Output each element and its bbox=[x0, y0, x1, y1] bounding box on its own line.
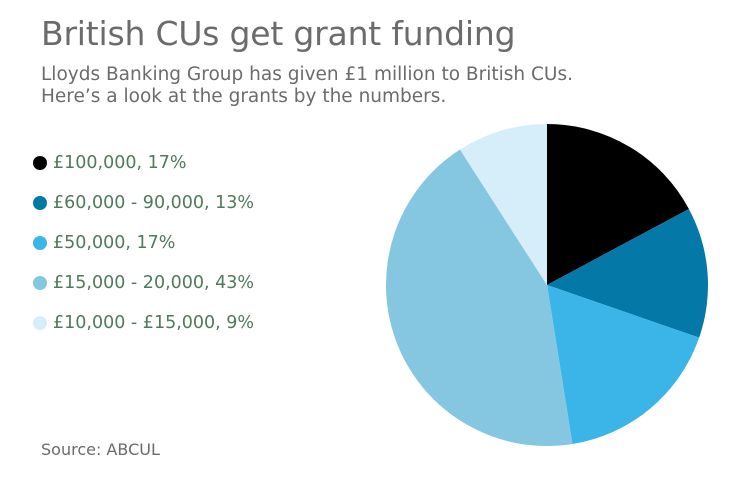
legend-swatch bbox=[33, 236, 47, 250]
pie-slice-1 bbox=[547, 208, 709, 338]
chart-title: British CUs get grant funding bbox=[41, 14, 516, 53]
legend-label: £10,000 - £15,000, 9% bbox=[53, 313, 255, 333]
legend-swatch bbox=[33, 156, 47, 170]
chart-legend: £100,000, 17% £60,000 - 90,000, 13% £50,… bbox=[33, 143, 254, 343]
legend-item-15000-20000: £15,000 - 20,000, 43% bbox=[33, 263, 254, 303]
legend-item-10000-15000: £10,000 - £15,000, 9% bbox=[33, 303, 254, 343]
legend-label: £60,000 - 90,000, 13% bbox=[53, 193, 255, 213]
pie-slice-2 bbox=[547, 285, 700, 444]
legend-label: £100,000, 17% bbox=[53, 153, 187, 173]
legend-label: £50,000, 17% bbox=[53, 233, 176, 253]
legend-label: £15,000 - 20,000, 43% bbox=[53, 273, 255, 293]
chart-subtitle: Lloyds Banking Group has given £1 millio… bbox=[41, 64, 573, 108]
legend-swatch bbox=[33, 196, 47, 210]
legend-item-60000-90000: £60,000 - 90,000, 13% bbox=[33, 183, 254, 223]
pie-slice-3 bbox=[386, 149, 573, 447]
legend-swatch bbox=[33, 276, 47, 290]
pie-chart bbox=[386, 124, 709, 447]
legend-item-100000: £100,000, 17% bbox=[33, 143, 254, 183]
pie-slice-0 bbox=[547, 124, 689, 285]
pie-slice-4 bbox=[459, 124, 547, 285]
chart-subtitle-line-1: Lloyds Banking Group has given £1 millio… bbox=[41, 64, 573, 85]
source-note: Source: ABCUL bbox=[41, 440, 160, 459]
legend-item-50000: £50,000, 17% bbox=[33, 223, 254, 263]
legend-swatch bbox=[33, 316, 47, 330]
chart-subtitle-line-2: Here’s a look at the grants by the numbe… bbox=[41, 86, 447, 107]
